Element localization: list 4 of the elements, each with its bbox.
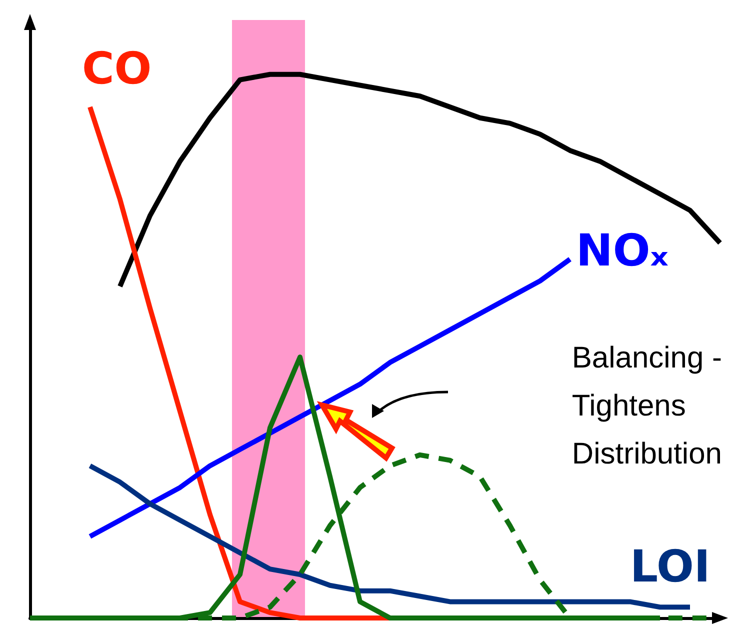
series-label: NOₓ xyxy=(576,226,668,277)
series-label: CO xyxy=(82,43,152,94)
series-label: LOI xyxy=(630,542,710,593)
annotation: Balancing - Tightens Distribution xyxy=(572,342,722,470)
